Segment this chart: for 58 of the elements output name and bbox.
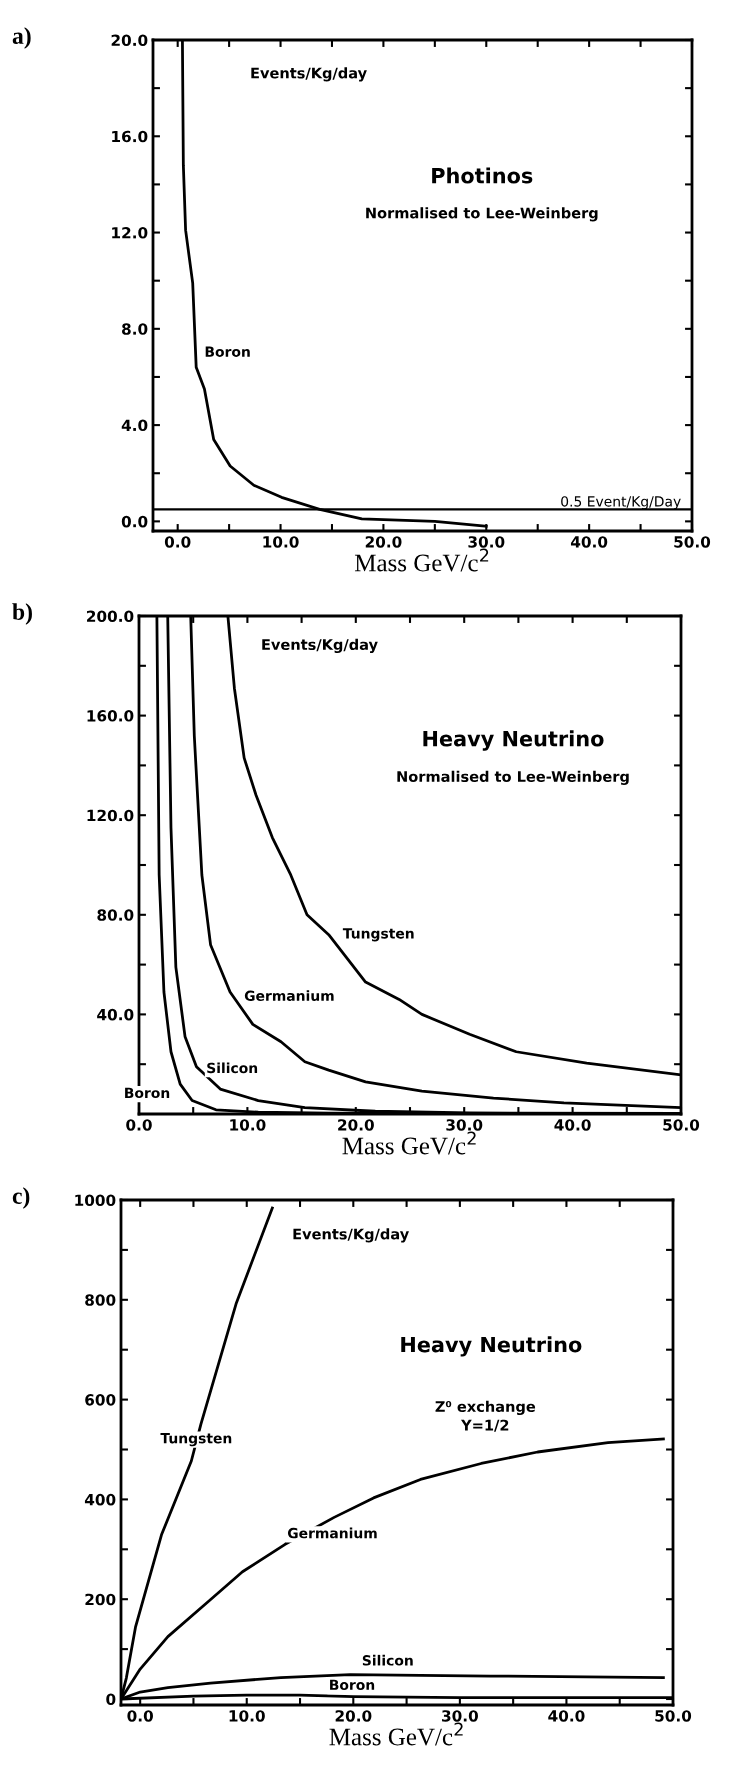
- text: Normalised to Lee-Weinberg: [366, 207, 598, 222]
- series-label: Boron: [125, 1087, 170, 1099]
- y-tick-label: 200.0: [87, 610, 134, 623]
- text: a): [12, 27, 31, 49]
- y-tick-label: 0: [106, 1693, 116, 1706]
- x-tick-label: 20.0: [338, 1119, 374, 1131]
- series-label: Silicon: [207, 1062, 258, 1074]
- x-axis-title: Mass GeV/c$^{2}$: [329, 1722, 463, 1746]
- x-tick-label: 10.0: [230, 1119, 266, 1131]
- x-tick-label: 30.0: [446, 1119, 483, 1131]
- y-tick-label: 4.0: [121, 419, 148, 432]
- y-tick-label: 800: [85, 1294, 116, 1306]
- x-tick-label: 40.0: [570, 536, 608, 548]
- y-tick-label: 120.0: [87, 809, 134, 822]
- y-tick-label: 600: [85, 1394, 116, 1406]
- text: Heavy Neutrino: [423, 730, 604, 751]
- x-tick-label: 40.0: [554, 1119, 591, 1131]
- y-tick-label: 20.0: [111, 34, 148, 47]
- text: Z⁰ exchange Y=1/2: [435, 1400, 536, 1432]
- x-tick-label: 30.0: [468, 536, 505, 548]
- y-axis-title: Events/Kg/day: [293, 1228, 409, 1243]
- series-label: Tungsten: [160, 1433, 232, 1447]
- x-tick-label: 50.0: [674, 536, 711, 548]
- y-tick-label: 400: [84, 1493, 116, 1506]
- y-tick-label: 160.0: [87, 710, 134, 722]
- series-label: Boron: [205, 346, 250, 357]
- y-axis-title: Events/Kg/day: [262, 638, 378, 653]
- y-tick-label: 16.0: [112, 130, 148, 143]
- y-tick-label: 1000: [75, 1194, 116, 1207]
- x-axis-title: Mass GeV/c$^{2}$: [354, 548, 489, 572]
- text: Normalised to Lee-Weinberg: [397, 770, 629, 785]
- series-label: Germanium: [244, 990, 334, 1001]
- x-tick-label: 20.0: [335, 1710, 372, 1722]
- series-label: Tungsten: [342, 928, 414, 942]
- x-tick-label: 50.0: [663, 1119, 700, 1131]
- x-tick-label: 30.0: [442, 1710, 478, 1722]
- y-tick-label: 200: [85, 1593, 116, 1606]
- series-label: Boron: [330, 1679, 375, 1691]
- y-tick-label: 0.0: [121, 515, 148, 528]
- x-tick-label: 0.0: [164, 536, 191, 548]
- ref-line-label: 0.5 Event/Kg/Day: [561, 496, 681, 510]
- text: Photinos: [432, 167, 533, 184]
- x-tick-label: 10.0: [229, 1710, 265, 1722]
- x-tick-label: 50.0: [655, 1710, 692, 1722]
- series-label: Germanium: [287, 1527, 377, 1539]
- y-tick-label: 12.0: [112, 227, 148, 239]
- x-tick-label: 40.0: [548, 1710, 585, 1722]
- text: Heavy Neutrino: [401, 1336, 582, 1357]
- y-axis-title: Events/Kg/day: [251, 67, 367, 82]
- x-tick-label: 10.0: [263, 536, 299, 548]
- text: b): [12, 603, 32, 625]
- x-tick-label: 20.0: [365, 536, 402, 548]
- series-label: Silicon: [362, 1654, 413, 1666]
- y-tick-label: 8.0: [122, 323, 148, 335]
- text: c): [12, 1187, 30, 1209]
- x-axis-title: Mass GeV/c$^{2}$: [342, 1131, 476, 1155]
- y-tick-label: 80.0: [97, 909, 134, 921]
- y-tick-label: 40.0: [97, 1008, 134, 1021]
